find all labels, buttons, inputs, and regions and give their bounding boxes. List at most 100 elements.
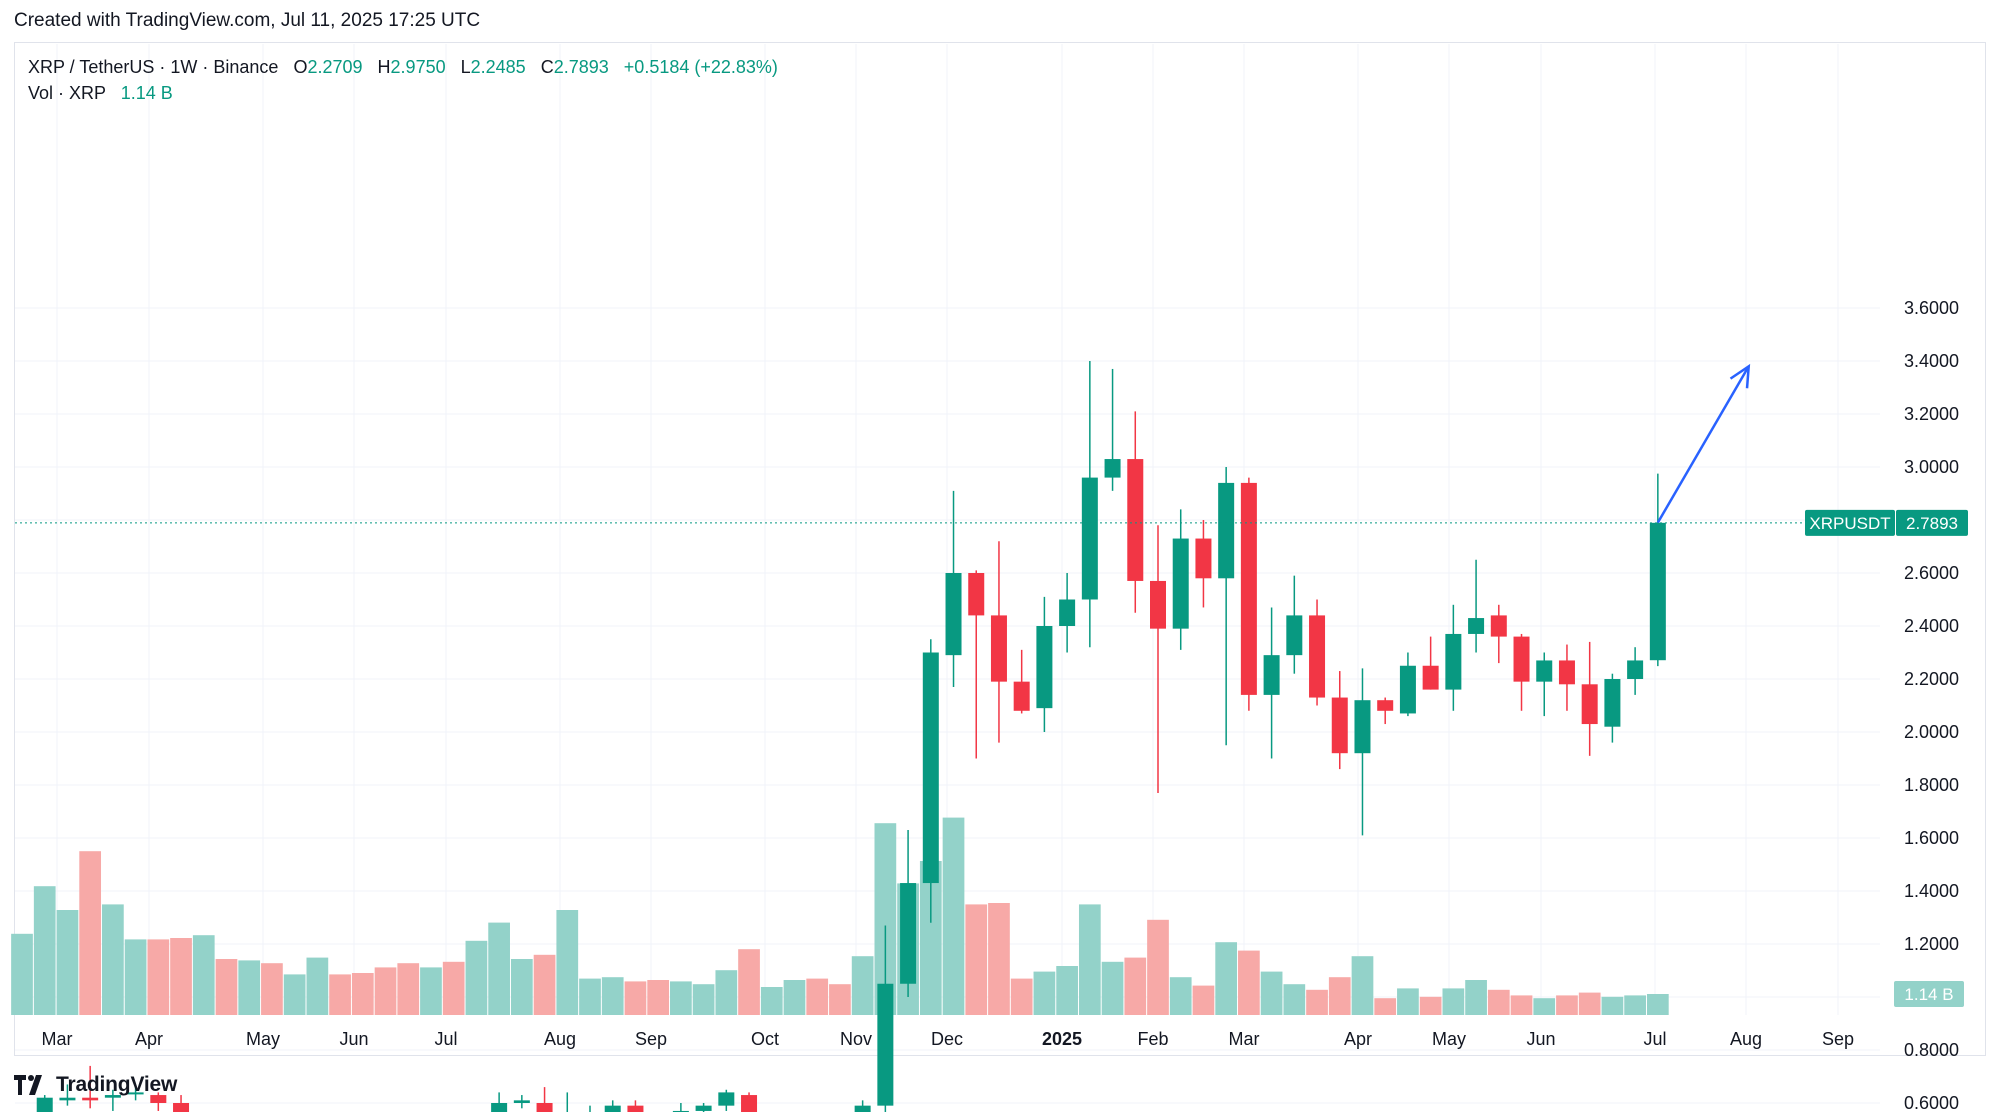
volume-bar <box>1533 998 1556 1015</box>
candle-body[interactable] <box>1649 522 1666 661</box>
candle-body[interactable] <box>1104 459 1121 478</box>
candle-body[interactable] <box>1309 615 1326 698</box>
volume-bar <box>1556 995 1578 1015</box>
x-tick-label: Dec <box>931 1029 963 1049</box>
x-tick-label: Jun <box>339 1029 368 1049</box>
candle-body[interactable] <box>1036 626 1053 709</box>
candle-body[interactable] <box>604 1105 621 1112</box>
y-tick-label: 3.0000 <box>1904 457 1959 477</box>
volume-bar <box>1397 988 1419 1015</box>
candle-body[interactable] <box>1399 665 1416 714</box>
y-tick-label: 2.6000 <box>1904 563 1959 583</box>
x-tick-label: May <box>246 1029 280 1049</box>
candle-body[interactable] <box>1263 655 1280 695</box>
last-price-value-label: 2.7893 <box>1906 514 1958 533</box>
symbol-title[interactable]: XRP / TetherUS · 1W · Binance <box>28 57 279 77</box>
candle-body[interactable] <box>990 615 1007 682</box>
candle-body[interactable] <box>1127 459 1144 581</box>
candle-body[interactable] <box>1422 665 1439 690</box>
last-price-value-box <box>1896 509 1968 536</box>
last-volume-box <box>1894 981 1964 1007</box>
volume-bar <box>1510 995 1533 1015</box>
candle-body[interactable] <box>1013 681 1030 711</box>
candle-body[interactable] <box>1081 477 1098 600</box>
candle-body[interactable] <box>922 652 939 884</box>
candle-body[interactable] <box>1286 615 1303 656</box>
volume-label[interactable]: Vol · XRP <box>28 83 106 103</box>
volume-bar <box>1033 971 1056 1015</box>
candle-body[interactable] <box>491 1103 508 1112</box>
candle-body[interactable] <box>1195 538 1212 579</box>
candle-body[interactable] <box>104 1095 121 1098</box>
candle-body[interactable] <box>1150 580 1166 629</box>
volume-bar <box>715 970 738 1015</box>
trend-arrow-line[interactable] <box>1656 365 1750 524</box>
low-value: 2.2485 <box>470 57 526 77</box>
candle-body[interactable] <box>1445 633 1462 690</box>
candle-body[interactable] <box>1627 660 1644 679</box>
candle-body[interactable] <box>968 573 985 616</box>
candle-body[interactable] <box>1513 636 1530 682</box>
candle-body[interactable] <box>627 1105 644 1112</box>
low-label: L <box>460 57 471 77</box>
y-tick-label: 3.2000 <box>1904 404 1959 424</box>
volume-bar <box>351 973 374 1015</box>
volume-bar <box>488 922 510 1015</box>
candle-body[interactable] <box>854 1105 871 1112</box>
candle-body[interactable] <box>536 1103 553 1112</box>
volume-bar <box>1169 977 1192 1015</box>
candle-body[interactable] <box>1377 700 1394 711</box>
candle-body[interactable] <box>877 983 894 1106</box>
candle-body[interactable] <box>1331 697 1348 754</box>
candle-body[interactable] <box>1172 538 1189 629</box>
volume-bar <box>11 933 33 1015</box>
candle-body[interactable] <box>695 1105 712 1111</box>
candle-body[interactable] <box>127 1092 144 1095</box>
candle-body[interactable] <box>513 1100 530 1103</box>
volume-bar <box>874 823 897 1015</box>
x-tick-label: 2025 <box>1042 1029 1082 1049</box>
candle-body[interactable] <box>1558 660 1575 685</box>
tradingview-logo[interactable]: TradingView <box>14 1070 177 1100</box>
candle-body[interactable] <box>718 1092 735 1106</box>
candle-body[interactable] <box>741 1095 758 1112</box>
candle-body[interactable] <box>59 1097 76 1101</box>
candle-body[interactable] <box>1468 618 1485 634</box>
candle-body[interactable] <box>900 883 917 984</box>
x-tick-label: Mar <box>1229 1029 1260 1049</box>
candle-body[interactable] <box>150 1095 167 1103</box>
candle-body[interactable] <box>173 1103 190 1112</box>
chart-legend: XRP / TetherUS · 1W · Binance O2.2709 H2… <box>28 54 778 106</box>
candle-body[interactable] <box>1240 482 1257 695</box>
volume-bar <box>1238 950 1260 1015</box>
volume-bar <box>670 981 692 1015</box>
y-tick-label: 1.2000 <box>1904 934 1959 954</box>
volume-bar <box>579 978 601 1015</box>
volume-bar <box>1101 961 1124 1015</box>
volume-bar <box>306 957 329 1015</box>
candle-body[interactable] <box>1218 482 1235 579</box>
candle-body[interactable] <box>1059 599 1076 627</box>
volume-bar <box>601 977 624 1015</box>
candle-body[interactable] <box>1354 700 1371 754</box>
candle-body[interactable] <box>36 1097 53 1112</box>
volume-bar <box>215 959 238 1015</box>
volume-bar <box>1578 992 1601 1015</box>
candle-body[interactable] <box>1490 615 1507 637</box>
high-value: 2.9750 <box>390 57 446 77</box>
candle-body[interactable] <box>945 573 962 656</box>
volume-bar <box>1465 980 1487 1015</box>
volume-legend-row: Vol · XRP 1.14 B <box>28 80 778 106</box>
volume-bar <box>510 959 533 1015</box>
x-tick-label: Aug <box>1730 1029 1762 1049</box>
change-value: +0.5184 (+22.83%) <box>623 57 778 77</box>
candle-body[interactable] <box>1604 679 1621 727</box>
candle-body[interactable] <box>82 1097 99 1101</box>
volume-bar <box>420 967 442 1015</box>
candle-body[interactable] <box>672 1110 689 1112</box>
x-tick-label: Nov <box>840 1029 872 1049</box>
candle-body[interactable] <box>1536 660 1553 682</box>
volume-bar <box>1010 978 1033 1015</box>
candle-body[interactable] <box>1581 684 1598 725</box>
